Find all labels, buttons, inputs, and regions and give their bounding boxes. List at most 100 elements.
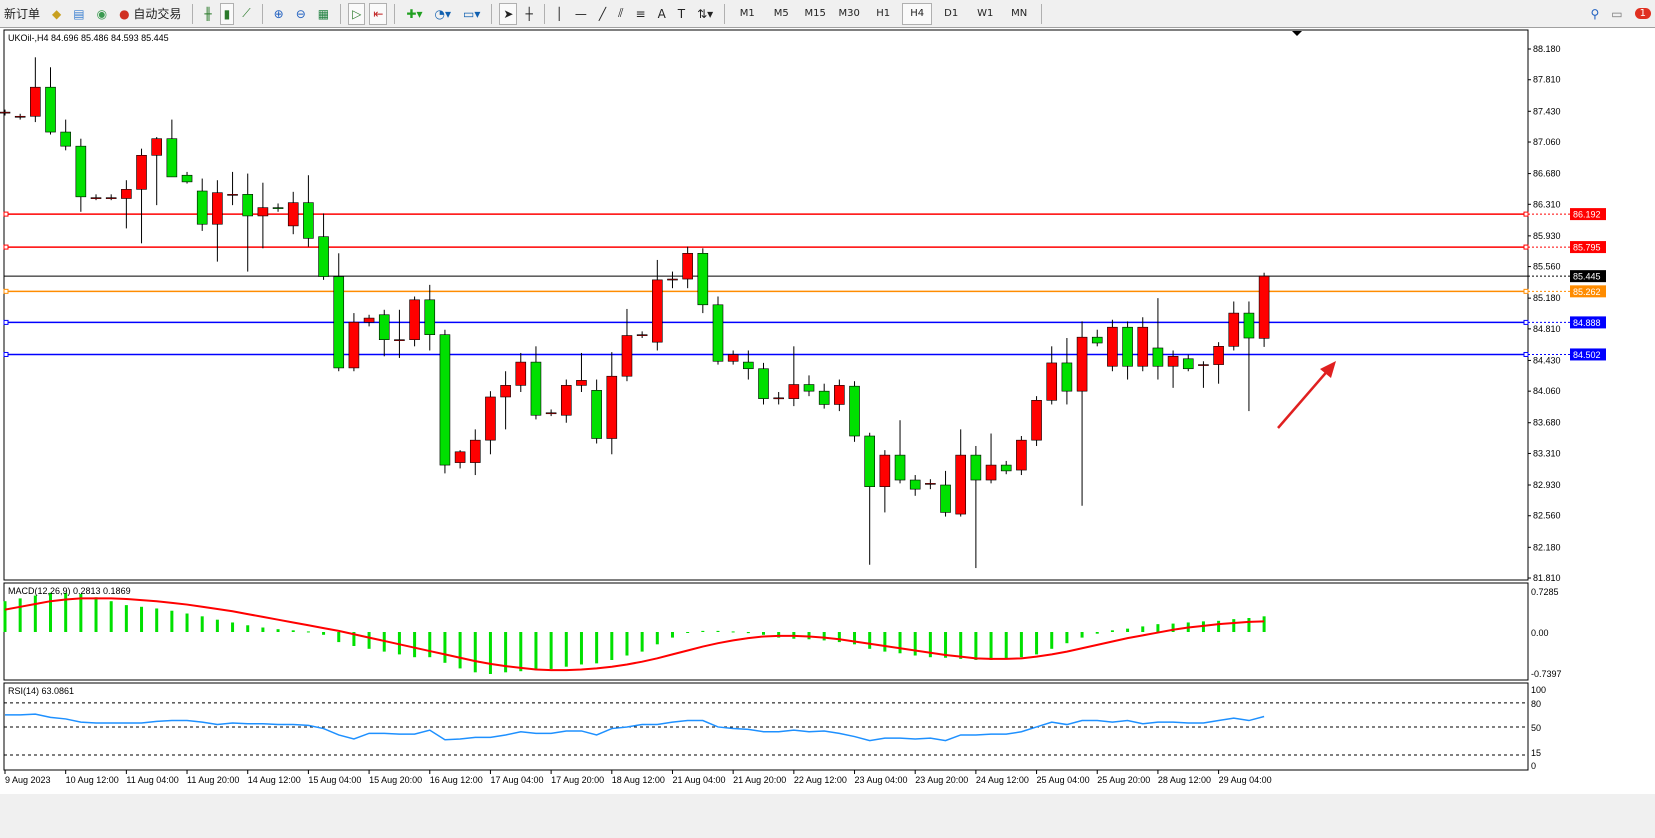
rsi-tick-label: 80 bbox=[1531, 699, 1541, 709]
macd-histogram-bar bbox=[79, 593, 83, 632]
candle-body bbox=[682, 253, 693, 280]
crosshair-icon[interactable]: ┼ bbox=[525, 6, 533, 21]
separator bbox=[543, 3, 545, 24]
candle-body bbox=[576, 380, 587, 386]
macd-histogram-bar bbox=[837, 632, 841, 643]
candle-body bbox=[985, 464, 997, 481]
candle-body bbox=[758, 368, 769, 399]
candle bbox=[60, 119, 71, 151]
price-tick-label: 84.060 bbox=[1533, 386, 1561, 396]
timeframe-d1[interactable]: D1 bbox=[944, 8, 959, 19]
candle-body bbox=[970, 454, 982, 481]
auto-trading-button[interactable]: ● 自动交易 bbox=[115, 3, 185, 25]
timeframe-mn[interactable]: MN bbox=[1011, 8, 1028, 19]
clock-icon[interactable]: ◔▾ bbox=[434, 6, 452, 21]
arrows-icon[interactable]: ⇅▾ bbox=[697, 6, 714, 21]
timeframe-m30[interactable]: M30 bbox=[838, 8, 860, 19]
macd-histogram-bar bbox=[974, 632, 978, 660]
search-icon[interactable]: ⚲ bbox=[1590, 6, 1600, 21]
candle-body bbox=[818, 390, 830, 405]
separator bbox=[192, 3, 194, 24]
time-tick-label: 10 Aug 12:00 bbox=[66, 775, 119, 785]
level-handle bbox=[1523, 211, 1529, 217]
timeframe-h4[interactable]: H4 bbox=[902, 2, 933, 25]
time-tick-label: 22 Aug 12:00 bbox=[794, 775, 847, 785]
cursor-icon[interactable]: ➤ bbox=[499, 2, 518, 25]
candle-body bbox=[166, 138, 178, 178]
price-tick-label: 87.430 bbox=[1533, 106, 1561, 116]
candle-body bbox=[469, 439, 481, 463]
candle-body bbox=[105, 197, 117, 199]
zoom-in-icon[interactable]: ⊕ bbox=[273, 6, 284, 21]
timeframe-m15[interactable]: M15 bbox=[804, 8, 826, 19]
price-tick-label: 82.560 bbox=[1533, 511, 1561, 521]
candle bbox=[1122, 321, 1133, 380]
text-label-icon[interactable]: T bbox=[677, 6, 686, 21]
macd-histogram-bar bbox=[473, 632, 477, 673]
chart-shift-icon[interactable]: ⇤ bbox=[369, 2, 388, 25]
timeframe-m5[interactable]: M5 bbox=[773, 8, 789, 19]
tile-icon[interactable]: ▦ bbox=[317, 6, 330, 21]
price-label-bg bbox=[1570, 208, 1606, 221]
time-tick-label: 15 Aug 04:00 bbox=[308, 775, 361, 785]
candle-body bbox=[14, 115, 26, 118]
macd-histogram-bar bbox=[534, 632, 538, 671]
trendline-icon[interactable]: ╱ bbox=[598, 6, 607, 21]
vertical-line-icon[interactable]: │ bbox=[555, 6, 563, 21]
macd-histogram-bar bbox=[519, 632, 523, 672]
horizontal-line-icon[interactable]: — bbox=[574, 6, 587, 21]
fibonacci-icon[interactable]: ≡ bbox=[635, 6, 646, 21]
candlestick-icon[interactable]: ▮ bbox=[219, 2, 235, 25]
timeframe-h1[interactable]: H1 bbox=[876, 8, 891, 19]
chart-shift-marker-icon[interactable] bbox=[1292, 31, 1302, 36]
signal-icon[interactable]: ▤ bbox=[73, 6, 85, 21]
candle-body bbox=[333, 276, 345, 369]
line-chart-icon[interactable]: ⟋ bbox=[242, 6, 251, 20]
notification-badge[interactable]: 1 bbox=[1631, 3, 1655, 25]
time-tick-label: 28 Aug 12:00 bbox=[1158, 775, 1211, 785]
macd-histogram-bar bbox=[367, 632, 371, 649]
macd-histogram-bar bbox=[291, 630, 295, 632]
macd-histogram-bar bbox=[215, 619, 219, 632]
new-order-button[interactable]: 新订单 bbox=[4, 7, 41, 21]
time-tick-label: 14 Aug 12:00 bbox=[248, 775, 301, 785]
candle bbox=[363, 314, 375, 327]
candle-body bbox=[712, 304, 724, 362]
candle bbox=[333, 253, 345, 372]
candle-body bbox=[879, 454, 891, 487]
time-tick-label: 18 Aug 12:00 bbox=[612, 775, 665, 785]
new-indicator-icon[interactable]: ✚▾ bbox=[406, 6, 423, 21]
candle-body bbox=[849, 385, 860, 437]
candle-body bbox=[287, 202, 299, 227]
macd-histogram-bar bbox=[1080, 632, 1084, 638]
macd-histogram-bar bbox=[246, 625, 250, 632]
candle bbox=[212, 180, 223, 262]
macd-histogram-bar bbox=[1217, 620, 1221, 632]
macd-histogram-bar bbox=[337, 632, 341, 643]
macd-histogram-bar bbox=[1019, 632, 1023, 658]
price-tick-label: 85.560 bbox=[1533, 262, 1561, 272]
equidistant-channel-icon[interactable]: ⫽ bbox=[618, 6, 624, 20]
macd-histogram-bar bbox=[701, 630, 705, 632]
macd-histogram-bar bbox=[1141, 626, 1145, 632]
timeframe-w1[interactable]: W1 bbox=[977, 8, 994, 19]
macd-histogram-bar bbox=[18, 598, 22, 632]
history-icon[interactable]: ◆ bbox=[52, 6, 62, 21]
text-icon[interactable]: A bbox=[657, 6, 666, 21]
rsi-tick-label: 15 bbox=[1531, 748, 1541, 758]
chart-window[interactable]: 88.180 87.810 87.430 87.060 86.680 86.310 85.9… bbox=[0, 28, 1655, 794]
zoom-out-icon[interactable]: ⊖ bbox=[295, 6, 306, 21]
radio-icon[interactable]: ◉ bbox=[96, 6, 108, 21]
price-tick-label: 88.180 bbox=[1533, 44, 1561, 54]
macd-histogram-bar bbox=[731, 631, 735, 633]
timeframe-m1[interactable]: M1 bbox=[739, 8, 755, 19]
template-icon[interactable]: ▭▾ bbox=[463, 6, 481, 21]
bar-chart-icon[interactable]: ╫ bbox=[204, 6, 212, 21]
autoscroll-icon[interactable]: ▷ bbox=[348, 2, 366, 25]
candle bbox=[697, 248, 709, 314]
candle-body bbox=[1228, 312, 1240, 347]
chart-canvas[interactable]: 88.180 87.810 87.430 87.060 86.680 86.310 85.9… bbox=[0, 28, 1655, 794]
candle-body bbox=[652, 279, 663, 343]
chat-icon[interactable]: ▭ bbox=[1611, 6, 1623, 21]
candle bbox=[1061, 338, 1073, 405]
